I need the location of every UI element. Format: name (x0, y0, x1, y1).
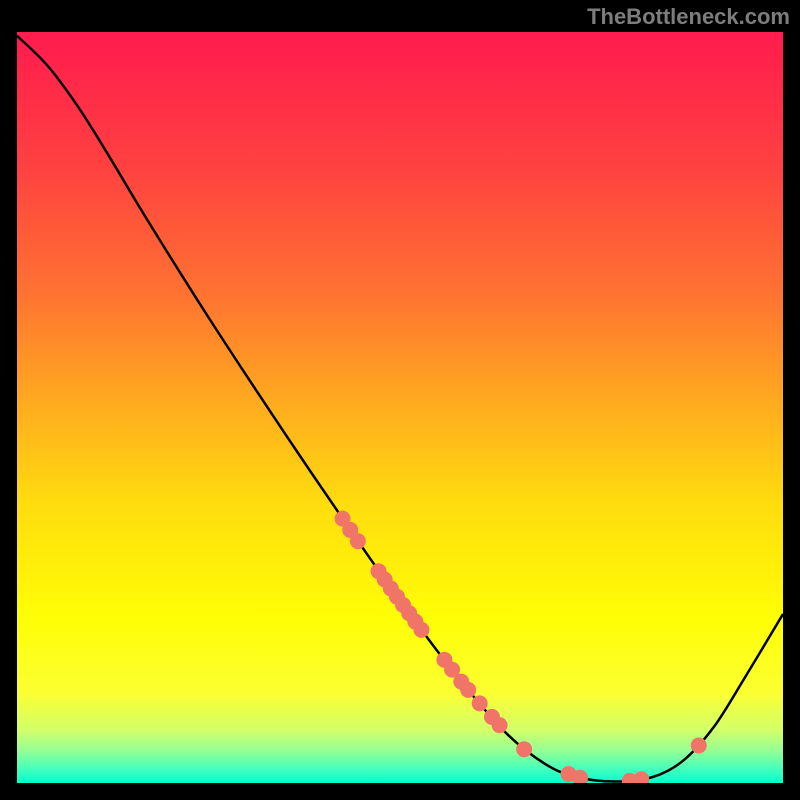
marker-point (691, 737, 707, 753)
curve-line (17, 36, 783, 782)
marker-point (472, 695, 488, 711)
marker-group (335, 511, 707, 783)
marker-point (492, 717, 508, 733)
plot-area (17, 32, 783, 783)
marker-point (460, 682, 476, 698)
attribution-text: TheBottleneck.com (587, 4, 790, 30)
chart-svg (17, 32, 783, 783)
figure-container: TheBottleneck.com (0, 0, 800, 800)
marker-point (350, 533, 366, 549)
marker-point (516, 741, 532, 757)
marker-point (633, 771, 649, 783)
marker-point (413, 622, 429, 638)
